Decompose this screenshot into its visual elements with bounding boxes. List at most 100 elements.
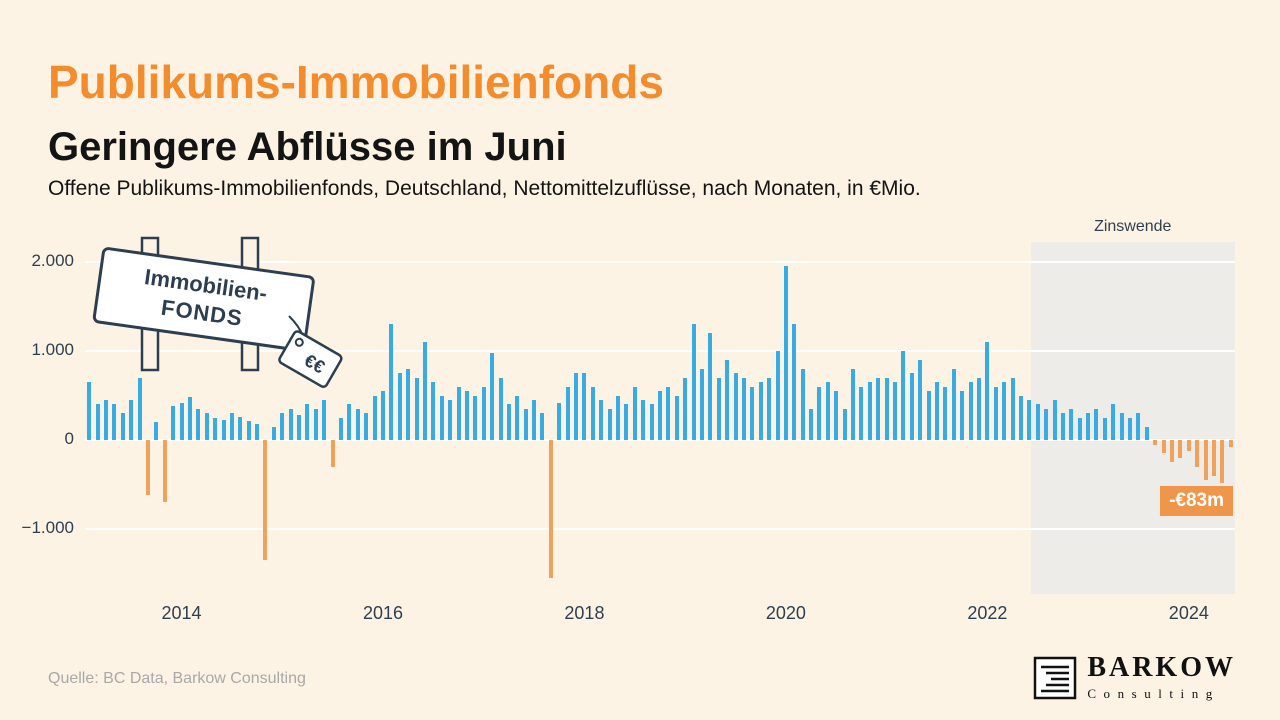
bar-2016-10	[456, 386, 461, 440]
bar-2015-04	[305, 404, 310, 440]
bar-2014-04	[204, 413, 209, 440]
bar-2021-12	[976, 377, 981, 440]
bar-2022-08	[1044, 408, 1049, 440]
bar-2017-07	[532, 399, 537, 440]
bar-2021-10	[960, 391, 965, 440]
bar-2022-05	[1018, 395, 1023, 440]
bar-2017-10	[557, 402, 562, 440]
bar-2023-01	[1086, 413, 1091, 440]
bar-2023-04	[1111, 404, 1116, 440]
bar-2020-08	[842, 408, 847, 440]
bar-2017-01	[481, 386, 486, 440]
bar-2018-04	[607, 408, 612, 440]
sign-board: Immobilien- FONDS	[92, 247, 315, 352]
bar-2023-11	[1170, 440, 1175, 463]
bar-2018-01	[582, 373, 587, 440]
bar-2019-11	[767, 377, 772, 440]
last-value-badge: -€83m	[1160, 486, 1233, 516]
bar-2014-06	[221, 420, 226, 440]
bar-2020-02	[792, 324, 797, 440]
bar-2020-03	[800, 368, 805, 440]
bar-2015-07	[330, 440, 335, 467]
bar-2023-12	[1178, 440, 1183, 458]
bar-2024-05	[1220, 440, 1225, 483]
y-axis-label-2000: 2.000	[31, 251, 74, 270]
bar-2013-08	[137, 377, 142, 440]
bar-2014-03	[196, 408, 201, 440]
bar-2018-10	[658, 391, 662, 440]
bar-2015-09	[347, 404, 352, 440]
bar-2017-11	[565, 386, 570, 440]
zinswende-annotation: Zinswende	[1094, 218, 1172, 235]
bar-2015-03	[297, 415, 302, 440]
bar-2017-02	[490, 352, 495, 440]
bar-2014-08	[238, 416, 243, 440]
x-axis-label-2018: 2018	[564, 603, 605, 623]
bar-2019-02	[691, 324, 696, 440]
bar-2014-10	[255, 423, 260, 440]
bar-2018-12	[674, 395, 679, 440]
bar-2022-11	[1069, 408, 1074, 440]
bar-2016-04	[406, 368, 411, 440]
bar-2016-12	[473, 395, 478, 440]
bar-2015-06	[322, 399, 327, 440]
bar-2023-06	[1128, 417, 1133, 440]
bar-2019-08	[741, 377, 746, 440]
bar-2021-05	[918, 359, 923, 440]
bar-2019-09	[750, 386, 755, 440]
bar-2022-10	[1060, 413, 1065, 440]
bar-2020-07	[834, 391, 839, 440]
bar-2024-03	[1203, 440, 1208, 481]
bar-2013-02	[87, 382, 92, 440]
bar-2014-05	[213, 417, 218, 440]
bar-2018-09	[649, 404, 654, 440]
bar-2019-10	[758, 382, 763, 440]
bar-2013-06	[120, 413, 125, 440]
bar-2021-03	[901, 351, 906, 440]
bar-2014-07	[229, 413, 234, 440]
bar-2022-09	[1052, 399, 1057, 440]
bar-2022-04	[1010, 377, 1015, 440]
bar-2017-09	[548, 440, 553, 578]
bar-2020-04	[809, 408, 814, 440]
bar-chart-plot-area: Zinswende	[85, 218, 1235, 600]
bar-2019-06	[725, 359, 730, 440]
bar-2019-05	[716, 377, 721, 440]
bar-2016-05	[414, 377, 419, 440]
immobilienfonds-sign-illustration: Immobilien- FONDS €€	[92, 236, 343, 388]
bar-2023-07	[1136, 413, 1141, 440]
bar-2014-02	[187, 397, 192, 440]
bar-2019-12	[775, 351, 780, 440]
x-axis-label-2014: 2014	[161, 603, 202, 623]
gridline-0	[85, 439, 1235, 441]
bar-2020-12	[876, 377, 881, 440]
source-note: Quelle: BC Data, Barkow Consulting	[48, 670, 306, 687]
bar-2013-10	[154, 422, 159, 440]
barkow-logo: BARKOW Consulting	[1033, 654, 1236, 702]
sign-board-rect	[92, 247, 315, 352]
bar-2022-06	[1027, 399, 1032, 440]
price-tag-hole	[294, 337, 304, 347]
barkow-logo-icon	[1034, 656, 1077, 700]
bar-2014-01	[179, 402, 184, 440]
y-axis-label--1000: −1.000	[21, 518, 74, 537]
bar-2017-08	[540, 413, 545, 440]
bar-2021-02	[893, 382, 898, 440]
x-axis-label-2016: 2016	[362, 603, 404, 623]
bar-2018-05	[616, 395, 621, 440]
bar-2016-09	[448, 399, 453, 440]
bar-2016-02	[389, 324, 394, 440]
bar-2019-01	[683, 377, 688, 440]
bar-2018-02	[590, 386, 595, 440]
bar-2016-06	[422, 342, 427, 440]
bar-2013-03	[95, 404, 100, 440]
bar-2019-07	[733, 373, 738, 440]
bar-2018-06	[624, 404, 629, 440]
x-axis-label-2020: 2020	[765, 603, 806, 623]
bar-2024-02	[1195, 440, 1200, 467]
bar-2015-12	[372, 395, 377, 440]
logo-name: BARKOW	[1087, 652, 1236, 683]
bar-2018-11	[666, 386, 671, 440]
bar-2020-01	[783, 266, 788, 440]
bar-2022-07	[1035, 404, 1040, 440]
